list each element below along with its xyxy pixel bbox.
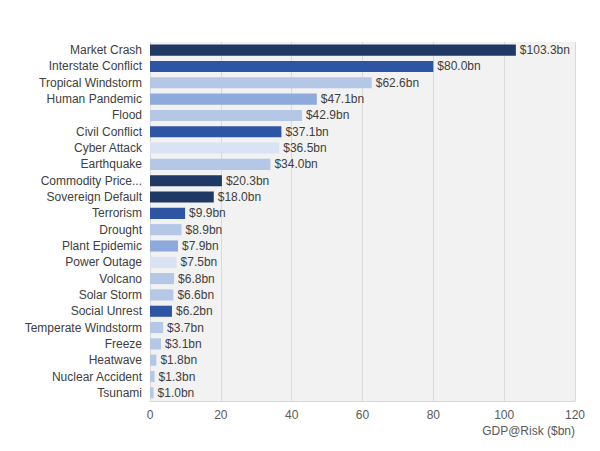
svg-text:Cyber Attack: Cyber Attack: [74, 141, 143, 155]
svg-text:Civil Conflict: Civil Conflict: [76, 125, 143, 139]
svg-text:Temperate Windstorm: Temperate Windstorm: [25, 321, 142, 335]
svg-text:$1.8bn: $1.8bn: [160, 353, 197, 367]
svg-text:Power Outage: Power Outage: [65, 255, 142, 269]
svg-text:$47.1bn: $47.1bn: [321, 92, 364, 106]
svg-text:$8.9bn: $8.9bn: [186, 223, 223, 237]
svg-text:$103.3bn: $103.3bn: [520, 43, 570, 57]
svg-text:Freeze: Freeze: [105, 337, 143, 351]
svg-text:100: 100: [494, 408, 514, 422]
svg-text:$7.5bn: $7.5bn: [181, 255, 218, 269]
svg-text:60: 60: [356, 408, 370, 422]
svg-text:Tsunami: Tsunami: [97, 386, 142, 400]
svg-text:$1.0bn: $1.0bn: [158, 386, 195, 400]
svg-text:Tropical Windstorm: Tropical Windstorm: [39, 76, 142, 90]
svg-text:$6.8bn: $6.8bn: [178, 272, 215, 286]
svg-text:$6.2bn: $6.2bn: [176, 304, 213, 318]
svg-text:0: 0: [147, 408, 154, 422]
svg-text:Heatwave: Heatwave: [89, 353, 143, 367]
svg-text:Sovereign Default: Sovereign Default: [47, 190, 143, 204]
svg-text:$7.9bn: $7.9bn: [182, 239, 219, 253]
svg-text:$1.3bn: $1.3bn: [159, 370, 196, 384]
svg-text:GDP@Risk ($bn): GDP@Risk ($bn): [482, 424, 575, 438]
svg-text:$36.5bn: $36.5bn: [283, 141, 326, 155]
svg-text:Terrorism: Terrorism: [92, 206, 142, 220]
svg-text:Solar Storm: Solar Storm: [79, 288, 142, 302]
svg-text:$3.1bn: $3.1bn: [165, 337, 202, 351]
svg-text:$42.9bn: $42.9bn: [306, 108, 349, 122]
svg-text:$37.1bn: $37.1bn: [285, 125, 328, 139]
svg-text:$34.0bn: $34.0bn: [274, 157, 317, 171]
svg-text:120: 120: [565, 408, 585, 422]
svg-text:$3.7bn: $3.7bn: [167, 321, 204, 335]
svg-text:$6.6bn: $6.6bn: [177, 288, 214, 302]
svg-text:$62.6bn: $62.6bn: [376, 76, 419, 90]
svg-text:Market Crash: Market Crash: [70, 43, 142, 57]
svg-text:20: 20: [214, 408, 228, 422]
svg-text:Earthquake: Earthquake: [81, 157, 143, 171]
svg-text:Flood: Flood: [112, 108, 142, 122]
svg-text:$9.9bn: $9.9bn: [189, 206, 226, 220]
svg-text:80: 80: [427, 408, 441, 422]
svg-text:Nuclear Accident: Nuclear Accident: [52, 370, 143, 384]
svg-text:$80.0bn: $80.0bn: [437, 59, 480, 73]
svg-text:$20.3bn: $20.3bn: [226, 174, 269, 188]
svg-text:40: 40: [285, 408, 299, 422]
svg-text:Human Pandemic: Human Pandemic: [47, 92, 142, 106]
svg-text:$18.0bn: $18.0bn: [218, 190, 261, 204]
svg-text:Interstate Conflict: Interstate Conflict: [49, 59, 143, 73]
svg-text:Plant Epidemic: Plant Epidemic: [62, 239, 142, 253]
svg-text:Volcano: Volcano: [99, 272, 142, 286]
svg-text:Drought: Drought: [99, 223, 142, 237]
svg-text:Commodity Price...: Commodity Price...: [41, 174, 142, 188]
svg-text:Social Unrest: Social Unrest: [71, 304, 143, 318]
